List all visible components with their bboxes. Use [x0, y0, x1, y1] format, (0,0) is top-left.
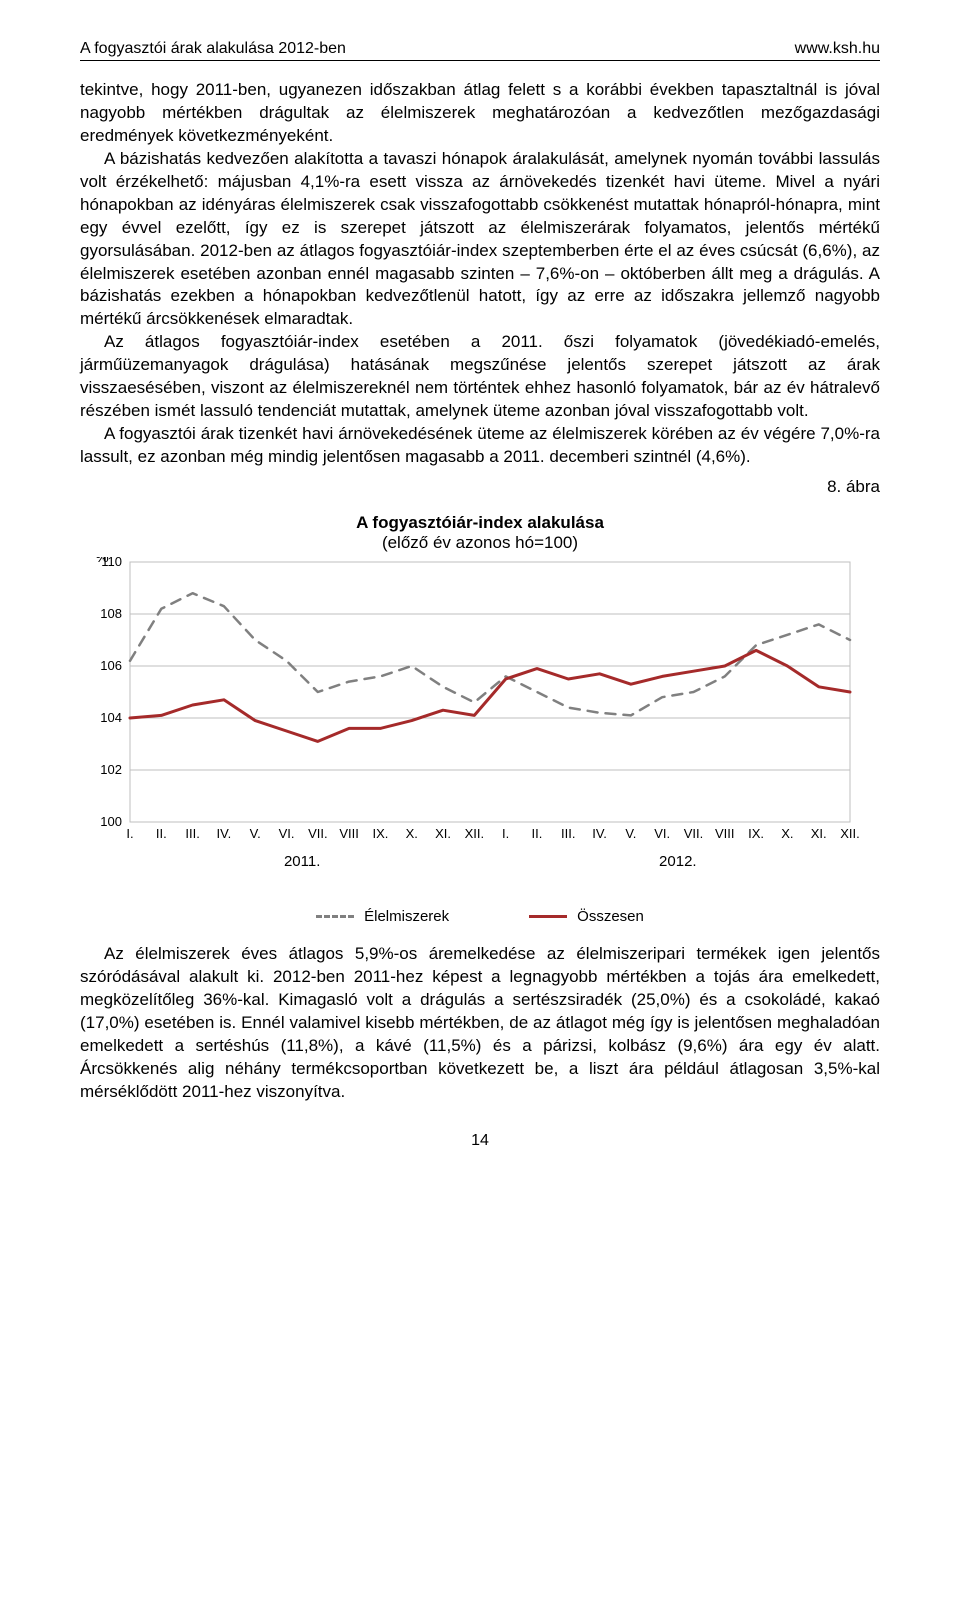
svg-text:IX.: IX. [372, 826, 388, 841]
chart-title: A fogyasztóiár-index alakulása [80, 513, 880, 533]
paragraph-2: A bázishatás kedvezően alakította a tava… [80, 148, 880, 332]
figure-number: 8. ábra [80, 477, 880, 497]
svg-text:II.: II. [532, 826, 543, 841]
chart-subtitle: (előző év azonos hó=100) [80, 533, 880, 553]
svg-text:%: % [95, 557, 108, 566]
svg-text:I.: I. [126, 826, 133, 841]
svg-text:VIII: VIII [339, 826, 359, 841]
svg-text:VI.: VI. [654, 826, 670, 841]
svg-text:III.: III. [561, 826, 575, 841]
paragraph-1: tekintve, hogy 2011-ben, ugyanezen idősz… [80, 79, 880, 148]
body-text-block-2: Az élelmiszerek éves átlagos 5,9%-os áre… [80, 943, 880, 1104]
running-header: A fogyasztói árak alakulása 2012-ben www… [80, 40, 880, 61]
svg-text:VIII: VIII [715, 826, 735, 841]
svg-text:V.: V. [625, 826, 636, 841]
svg-text:VII.: VII. [684, 826, 704, 841]
svg-text:106: 106 [100, 658, 122, 673]
body-text-block-1: tekintve, hogy 2011-ben, ugyanezen idősz… [80, 79, 880, 469]
legend-item-total: Összesen [529, 908, 644, 925]
legend-swatch-solid [529, 915, 567, 918]
legend-label-total: Összesen [577, 908, 644, 925]
svg-text:IX.: IX. [748, 826, 764, 841]
svg-text:V.: V. [250, 826, 261, 841]
svg-text:104: 104 [100, 710, 122, 725]
paragraph-3: Az átlagos fogyasztóiár-index esetében a… [80, 331, 880, 423]
header-left: A fogyasztói árak alakulása 2012-ben [80, 40, 346, 58]
svg-text:I.: I. [502, 826, 509, 841]
legend-item-food: Élelmiszerek [316, 908, 449, 925]
svg-text:IV.: IV. [592, 826, 607, 841]
header-right: www.ksh.hu [795, 40, 880, 58]
svg-text:2011.: 2011. [284, 853, 320, 870]
svg-text:102: 102 [100, 762, 122, 777]
svg-text:X.: X. [406, 826, 418, 841]
paragraph-5: Az élelmiszerek éves átlagos 5,9%-os áre… [80, 943, 880, 1104]
svg-text:IV.: IV. [217, 826, 232, 841]
svg-text:III.: III. [185, 826, 199, 841]
svg-text:VI.: VI. [279, 826, 295, 841]
svg-text:2012.: 2012. [659, 853, 697, 870]
svg-text:X.: X. [781, 826, 793, 841]
svg-text:VII.: VII. [308, 826, 328, 841]
svg-text:100: 100 [100, 814, 122, 829]
chart-legend: Élelmiszerek Összesen [80, 908, 880, 925]
chart-svg: 100102104106108110%I.II.III.IV.V.VI.VII.… [80, 557, 860, 897]
svg-text:II.: II. [156, 826, 167, 841]
line-chart: 100102104106108110%I.II.III.IV.V.VI.VII.… [80, 557, 880, 925]
svg-text:XI.: XI. [811, 826, 827, 841]
svg-text:XII.: XII. [465, 826, 485, 841]
svg-text:XII.: XII. [840, 826, 860, 841]
chart-title-block: A fogyasztóiár-index alakulása (előző év… [80, 513, 880, 553]
svg-text:XI.: XI. [435, 826, 451, 841]
paragraph-4: A fogyasztói árak tizenkét havi árnöveke… [80, 423, 880, 469]
page-number: 14 [80, 1132, 880, 1150]
legend-label-food: Élelmiszerek [364, 908, 449, 925]
page-container: A fogyasztói árak alakulása 2012-ben www… [0, 0, 960, 1190]
svg-text:108: 108 [100, 606, 122, 621]
legend-swatch-dashed [316, 915, 354, 918]
